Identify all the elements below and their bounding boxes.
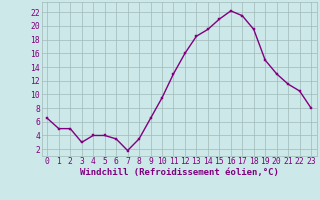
X-axis label: Windchill (Refroidissement éolien,°C): Windchill (Refroidissement éolien,°C) xyxy=(80,168,279,177)
